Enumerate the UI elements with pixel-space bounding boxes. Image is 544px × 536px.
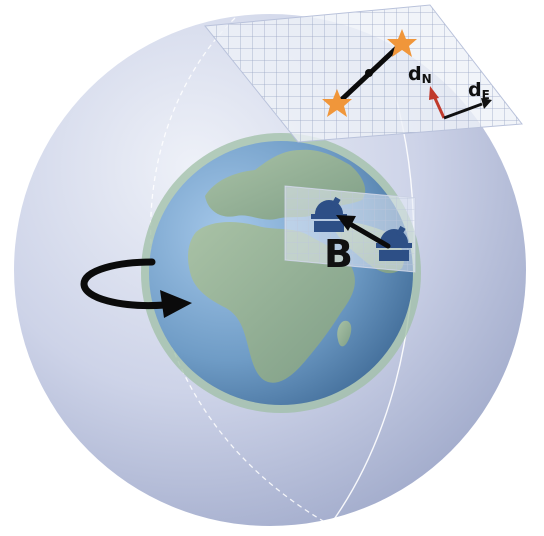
north-vector-subscript: N xyxy=(422,72,432,86)
separation-midpoint xyxy=(365,69,373,77)
north-vector-label: dN xyxy=(408,63,432,86)
madagascar-landmass xyxy=(337,320,352,347)
east-arrow xyxy=(443,98,492,120)
star-icon xyxy=(387,29,417,57)
baseline-label: B xyxy=(324,232,353,276)
north-arrow xyxy=(429,86,446,119)
east-vector-symbol: d xyxy=(468,79,482,101)
east-vector-label: dE xyxy=(468,79,490,102)
telescope-icon xyxy=(376,225,412,261)
east-vector-subscript: E xyxy=(482,88,490,102)
baseline-arrow xyxy=(336,215,391,249)
telescope-icon xyxy=(311,196,347,232)
rotation-arrow-icon xyxy=(80,258,192,318)
north-vector-symbol: d xyxy=(408,63,422,85)
star-icon xyxy=(322,89,352,117)
sky-plane-grid xyxy=(204,4,523,143)
